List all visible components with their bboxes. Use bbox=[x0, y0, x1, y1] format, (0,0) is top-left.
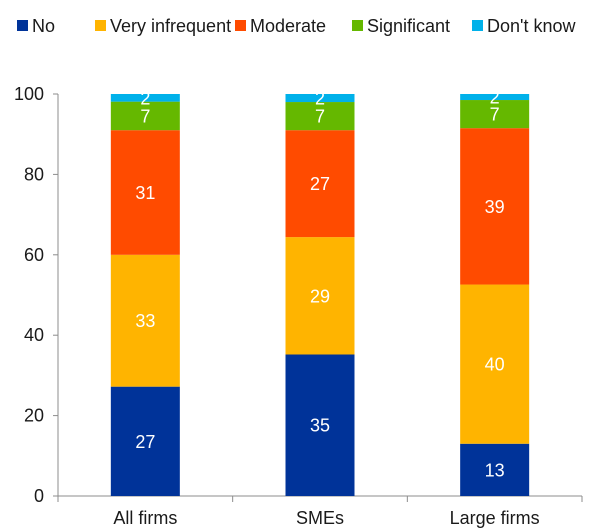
data-label-large-firms-moderate: 39 bbox=[485, 197, 505, 217]
legend-swatch-no bbox=[17, 20, 28, 31]
data-label-all-firms-very-infrequent: 33 bbox=[135, 311, 155, 331]
legend-label-significant: Significant bbox=[367, 16, 450, 36]
y-tick-label: 60 bbox=[24, 245, 44, 265]
data-label-large-firms-significant: 7 bbox=[490, 105, 500, 125]
bar-segment-all-firms-don-t-know bbox=[110, 94, 180, 102]
bar-segment-smes-don-t-know bbox=[285, 94, 355, 103]
bar-segment-smes-no bbox=[285, 354, 355, 496]
legend-label-moderate: Moderate bbox=[250, 16, 326, 36]
data-label-all-firms-moderate: 31 bbox=[135, 183, 155, 203]
x-category-label-large-firms: Large firms bbox=[450, 508, 540, 528]
bars bbox=[110, 94, 530, 496]
bar-segment-large-firms-no bbox=[460, 443, 530, 496]
bar-segment-all-firms-very-infrequent bbox=[110, 254, 180, 387]
data-label-smes-don-t-know: 2 bbox=[315, 89, 325, 109]
x-category-label-all-firms: All firms bbox=[113, 508, 177, 528]
data-label-all-firms-no: 27 bbox=[135, 432, 155, 452]
data-label-large-firms-don-t-know: 2 bbox=[490, 88, 500, 108]
x-category-label-smes: SMEs bbox=[296, 508, 344, 528]
legend-swatch-significant bbox=[352, 20, 363, 31]
data-label-smes-significant: 7 bbox=[315, 107, 325, 127]
y-axis: 0 20 40 60 80 100 bbox=[14, 84, 59, 506]
bar-segment-all-firms-moderate bbox=[110, 130, 180, 255]
data-label-smes-no: 35 bbox=[310, 416, 330, 436]
data-label-smes-moderate: 27 bbox=[310, 174, 330, 194]
bar-segment-all-firms-significant bbox=[110, 101, 180, 131]
y-tick-label: 20 bbox=[24, 406, 44, 426]
data-label-smes-very-infrequent: 29 bbox=[310, 286, 330, 306]
legend-label-don-t-know: Don't know bbox=[487, 16, 576, 36]
bar-segment-large-firms-don-t-know bbox=[460, 94, 530, 101]
legend-swatch-moderate bbox=[235, 20, 246, 31]
bar-segment-large-firms-very-infrequent bbox=[460, 284, 530, 444]
legend-label-very-infrequent: Very infrequent bbox=[110, 16, 231, 36]
bar-segment-smes-significant bbox=[285, 102, 355, 131]
bar-segment-large-firms-significant bbox=[460, 100, 530, 129]
legend: No Very infrequent Moderate Significant Don'… bbox=[17, 16, 576, 36]
data-label-large-firms-very-infrequent: 40 bbox=[485, 355, 505, 375]
legend-swatch-very-infrequent bbox=[95, 20, 106, 31]
legend-label-no: No bbox=[32, 16, 55, 36]
y-tick-label: 0 bbox=[34, 486, 44, 506]
bar-segment-smes-very-infrequent bbox=[285, 237, 355, 355]
data-label-all-firms-don-t-know: 2 bbox=[140, 88, 150, 108]
y-tick-label: 100 bbox=[14, 84, 44, 104]
y-tick-label: 80 bbox=[24, 164, 44, 184]
bar-segment-large-firms-moderate bbox=[460, 128, 530, 285]
y-tick-label: 40 bbox=[24, 325, 44, 345]
bar-segment-all-firms-no bbox=[110, 386, 180, 496]
bar-segment-smes-moderate bbox=[285, 130, 355, 238]
legend-swatch-don-t-know bbox=[472, 20, 483, 31]
data-label-all-firms-significant: 7 bbox=[140, 106, 150, 126]
data-label-large-firms-no: 13 bbox=[485, 460, 505, 480]
x-axis: All firms SMEs Large firms bbox=[57, 495, 583, 528]
